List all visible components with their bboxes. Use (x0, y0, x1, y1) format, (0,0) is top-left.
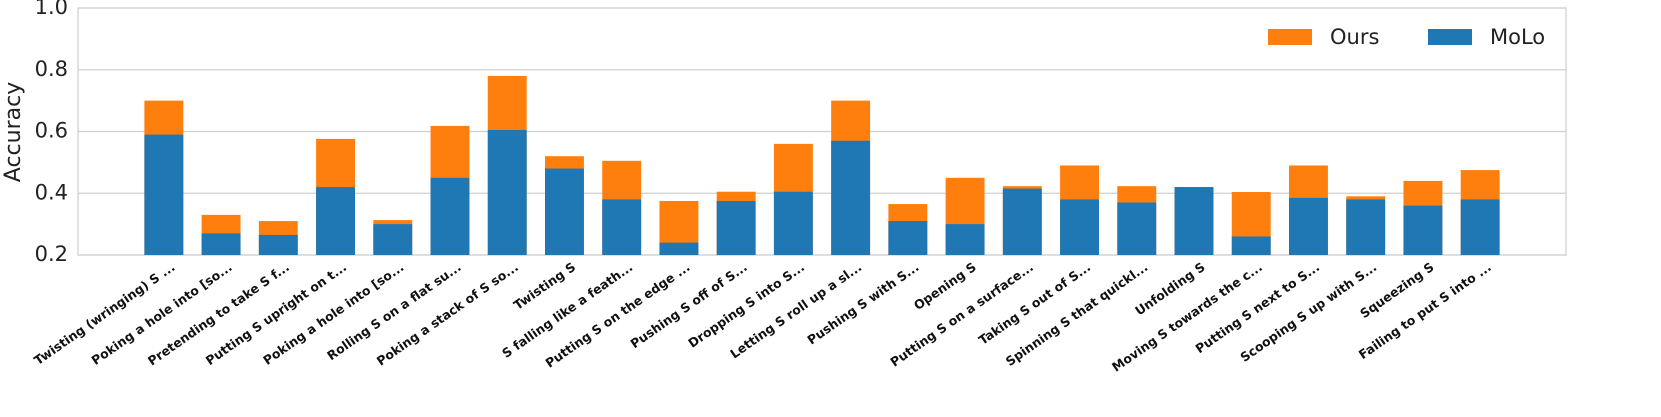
y-tick-label: 1.0 (35, 0, 68, 19)
bar (258, 234, 298, 255)
legend-label: Ours (1330, 25, 1379, 49)
y-tick-label: 0.4 (35, 180, 68, 204)
bar (1231, 236, 1271, 255)
bar (1460, 199, 1500, 255)
bar (1117, 202, 1157, 255)
bar (831, 140, 871, 255)
bar (773, 191, 813, 255)
bar (716, 200, 756, 255)
bar (430, 177, 470, 255)
bar (545, 168, 584, 255)
bar (1403, 205, 1443, 255)
bar (201, 233, 241, 255)
x-tick-label: Pushing S with S... (804, 259, 921, 347)
bar (1060, 199, 1099, 255)
bar (1289, 197, 1328, 255)
legend-swatch (1428, 29, 1472, 45)
plot-frame (77, 7, 1567, 256)
bar (945, 224, 985, 255)
bar (373, 224, 413, 255)
y-tick-label: 0.6 (35, 119, 68, 143)
bar (487, 129, 527, 255)
y-tick-label: 0.2 (35, 242, 68, 266)
bar (888, 221, 928, 255)
legend-label: MoLo (1490, 25, 1545, 49)
bar (1346, 199, 1386, 255)
y-axis-label: Accuracy (1, 82, 26, 182)
bar (316, 187, 355, 255)
bar (1002, 188, 1042, 255)
legend-swatch (1268, 29, 1312, 45)
bar (1174, 187, 1214, 255)
y-tick-label: 0.8 (35, 57, 68, 81)
bar (602, 199, 642, 255)
bar (659, 242, 699, 255)
bar (144, 134, 184, 255)
